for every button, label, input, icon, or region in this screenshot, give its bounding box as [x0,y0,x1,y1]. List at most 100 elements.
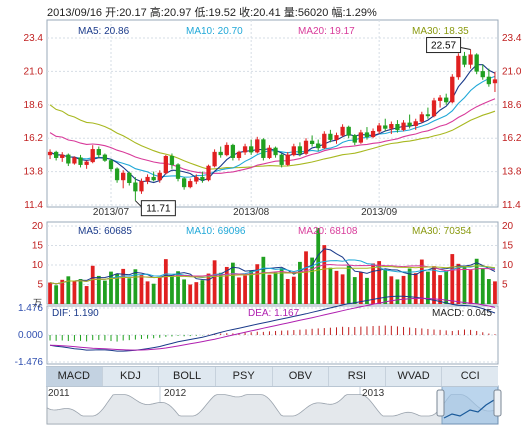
volume-bar [426,271,430,304]
candle-body [425,114,431,117]
volume-bar [176,271,180,304]
volume-bar [401,275,406,304]
candle-body [133,182,138,192]
candle-body [450,76,455,103]
header-quote: 2013/09/16 开:20.17 高:20.97 低:19.52 收:20.… [47,4,377,20]
price-tick-left: 21.0 [24,66,44,77]
volume-bar [486,279,491,304]
candle-body [309,140,315,145]
macd-tick-label: 0.000 [18,330,43,341]
header-high-label: 高: [149,7,164,19]
volume-bar [334,270,339,304]
candle-body [352,135,357,143]
candle-body [377,125,382,132]
macd-tick-label: -1.476 [15,357,44,368]
tab-cci[interactable]: CCI [460,370,480,382]
candle-body [285,154,290,165]
tab-obv[interactable]: OBV [273,367,330,386]
volume-bar [456,263,461,304]
candle-body [389,124,394,129]
candle-body [468,54,473,65]
max-marker-label: 22.57 [431,41,456,52]
volume-tick-left: 20 [32,221,44,232]
candle-body [139,181,144,192]
volume-bar [322,245,327,304]
volume-bar [72,280,77,304]
navigator-left-handle [436,389,445,417]
candle-body [383,125,388,129]
candle-body [413,121,418,126]
candle-body [127,172,132,183]
volume-bar [340,274,345,304]
ma5-line [49,64,496,184]
candle-body [255,139,260,153]
candle-body [181,178,187,188]
volume-bar [450,254,455,304]
tab-wvad[interactable]: WVAD [386,367,443,386]
ma20-line [49,98,496,174]
header-close: 20.41 [253,7,281,19]
volume-bar [139,275,144,304]
candle-body [401,122,406,131]
candle-body [334,135,339,140]
volume-bar [480,268,485,304]
navigator-right-handle [493,389,502,417]
candle-body [236,151,242,158]
macd-tick-label: 1.476 [18,303,43,314]
max-marker-box [426,37,462,54]
header-change: 1.29% [345,7,377,19]
volume-bar [444,270,449,304]
ma5-legend: MA5: 20.86 [78,26,130,37]
tab-kdj[interactable]: KDJ [103,367,160,386]
price-tick-left: 18.6 [24,100,44,111]
candle-body [96,149,101,156]
candle-body [72,157,77,164]
candle-body [90,149,95,163]
volume-bar [310,257,315,304]
volume-bar [230,262,235,304]
candle-body [47,151,53,156]
volume-bar [249,270,254,304]
volume-bar [133,269,138,304]
candle-body [419,114,424,122]
tab-macd[interactable]: MACD [46,367,103,386]
candle-body [273,147,278,156]
volume-tick-right: 15 [502,241,514,252]
volume-bar [237,277,241,304]
month-tick-label: 2013/08 [233,207,270,218]
macd-dea-line [49,297,496,351]
price-tick-left: 13.8 [24,167,44,178]
candle-body [303,140,309,154]
candle-body [261,139,266,158]
candle-body [163,156,168,174]
volume-bar [365,277,369,304]
tab-psy[interactable]: PSY [216,367,273,386]
tab-rsi[interactable]: RSI [329,367,386,386]
tab-boll[interactable]: BOLL [159,367,216,386]
candle-body [230,144,236,158]
volume-tick-left: 15 [32,241,44,252]
price-tick-right: 23.4 [502,33,522,44]
volume-bar [145,281,150,304]
header-close-label: 收: [239,7,254,19]
volume-bar [54,285,59,304]
candle-body [188,181,193,188]
volume-bar [218,272,223,304]
price-tick-left: 11.4 [24,200,43,211]
header-open-label: 开: [105,7,120,19]
volume-tick-right: 10 [502,260,514,271]
max-marker-line [460,47,471,51]
candle-body [474,54,479,72]
header-low-label: 低: [194,7,209,19]
volume-tick-right: 5 [502,280,508,291]
vol-ma10-legend: MA10: 69096 [186,226,246,237]
price-tick-right: 11.4 [502,200,521,211]
volume-bar [298,261,302,304]
candle-body [431,100,437,117]
volume-bar [127,278,132,304]
candle-body [407,122,412,126]
candle-body [151,176,156,181]
header-low: 19.52 [208,7,237,19]
